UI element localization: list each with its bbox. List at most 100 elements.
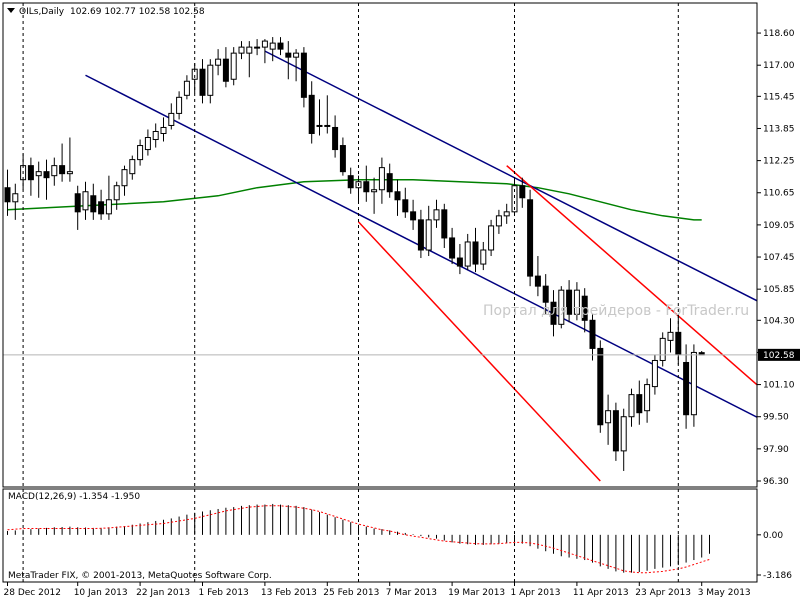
candle-body-bear [417, 219, 424, 251]
candle [51, 157, 58, 186]
copyright-footer: MetaTrader FIX, © 2001-2013, MetaQuotes … [8, 571, 272, 581]
candle-body-bull [651, 359, 658, 388]
price-tick-label: 110.65 [763, 189, 795, 199]
collapse-triangle-icon[interactable] [7, 8, 15, 13]
macd-tick-label: 0.00 [763, 531, 783, 541]
candle-body-bull [667, 331, 674, 341]
candle [176, 91, 183, 120]
candle-body-bear [394, 191, 401, 201]
candle [168, 103, 175, 130]
chart-header: OILs,Daily 102.69 102.77 102.58 102.58 [7, 7, 205, 17]
candle-body-bear [542, 285, 549, 303]
candle-body-bear [308, 94, 315, 134]
candle-body-bull [105, 199, 112, 215]
candle [589, 314, 596, 361]
price-tick-label: 112.25 [763, 157, 795, 167]
candle [152, 123, 159, 148]
moving-average-line [7, 178, 702, 221]
candle-body-bull [144, 137, 151, 151]
candle-body-bull [573, 289, 580, 315]
macd-tick-label: -3.186 [763, 571, 792, 581]
candle-body-bear [363, 181, 370, 193]
candle-body-bull [254, 46, 261, 49]
candle-body-bull [176, 96, 183, 114]
trendline-3[interactable] [357, 221, 601, 482]
candle-body-bear [74, 193, 81, 213]
candle [394, 179, 401, 216]
candle-body-bull [215, 58, 222, 66]
price-panel[interactable] [3, 37, 780, 482]
candle [683, 344, 690, 429]
candle-body-bear [4, 187, 11, 203]
candle-body-bear [612, 410, 619, 452]
price-tick-label: 109.05 [763, 221, 795, 231]
candle-body-bear [527, 199, 534, 277]
candle [121, 165, 128, 196]
price-tick-label: 118.60 [763, 29, 795, 39]
candle [144, 129, 151, 156]
candle [4, 169, 11, 216]
candle [612, 402, 619, 461]
candle-body-bull [293, 52, 300, 58]
candle-body-bull [371, 189, 378, 193]
candle [183, 75, 190, 100]
candle [363, 165, 370, 202]
candle [480, 241, 487, 271]
candle [550, 290, 557, 337]
candle-body-bull [261, 40, 268, 48]
price-drawings [4, 37, 780, 482]
candle [402, 187, 409, 218]
trendline-1[interactable] [85, 74, 780, 429]
candle [410, 199, 417, 230]
candle-body-bear [347, 175, 354, 189]
candle [558, 286, 565, 329]
candle-body-bull [495, 215, 502, 227]
candle-body-bear [199, 68, 206, 96]
candle-body-bear [277, 42, 284, 50]
date-tick-label: 22 Jan 2013 [136, 588, 190, 598]
trendline-4[interactable] [506, 165, 780, 405]
candle [464, 233, 471, 271]
candle [129, 155, 136, 180]
price-tick-label: 117.00 [763, 61, 795, 71]
date-tick-label: 7 Mar 2013 [386, 588, 437, 598]
candle-body-bull [503, 211, 510, 217]
macd-panel[interactable] [7, 503, 710, 574]
candle [215, 49, 222, 76]
date-tick-label: 1 Feb 2013 [199, 588, 249, 598]
candle [651, 354, 658, 395]
candle [644, 378, 651, 423]
candle [300, 47, 307, 108]
candle-body-bull [168, 112, 175, 126]
candle-body-bull [488, 225, 495, 251]
candle [246, 41, 253, 78]
symbol-label: OILs,Daily [19, 7, 65, 17]
candle [667, 318, 674, 353]
candle [386, 163, 393, 198]
date-tick-label: 3 May 2013 [698, 588, 751, 598]
candle-body-bull [628, 394, 635, 418]
price-tick-label: 99.50 [763, 413, 789, 423]
candle-body-bear [519, 185, 526, 199]
candle [113, 181, 120, 210]
macd-panel-frame [2, 488, 758, 583]
candle [433, 199, 440, 228]
candle [605, 394, 612, 445]
current-price-label: 102.58 [763, 351, 795, 361]
candle [597, 340, 604, 433]
candle [285, 41, 292, 80]
candle-body-bear [534, 275, 541, 287]
candle [503, 203, 510, 224]
candle [573, 282, 580, 321]
candle-body-bear [441, 209, 448, 239]
candle-body-bull [152, 130, 159, 141]
candle-body-bull [316, 124, 323, 127]
date-tick-label: 25 Feb 2013 [323, 588, 379, 598]
candle-body-bull [480, 249, 487, 265]
candle-body-bear [222, 58, 229, 82]
candle-body-bull [121, 169, 128, 187]
candle-body-bull [425, 219, 432, 251]
candle-body-bear [456, 257, 463, 267]
candle [82, 181, 89, 220]
